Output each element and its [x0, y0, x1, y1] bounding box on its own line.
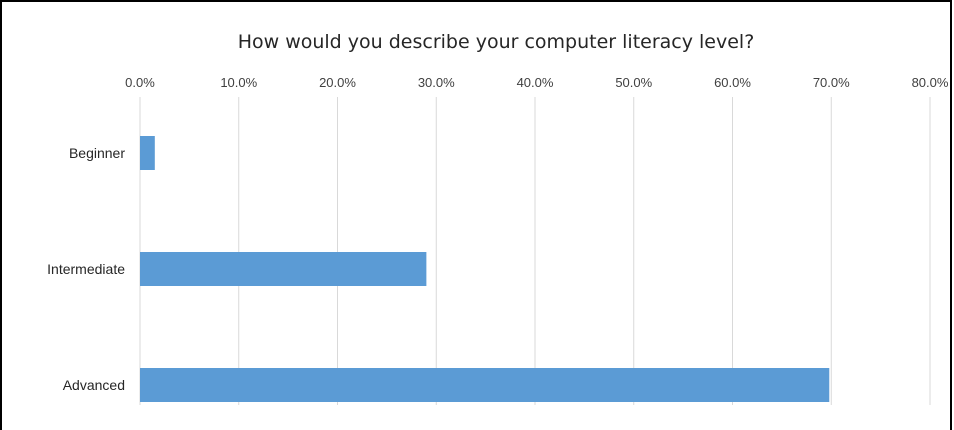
x-tick-label: 40.0% — [517, 75, 554, 90]
category-label: Advanced — [63, 377, 125, 393]
category-label: Beginner — [69, 145, 125, 161]
category-label: Intermediate — [47, 261, 125, 277]
gridlines — [139, 97, 931, 405]
x-axis-tick-labels: 0.0% 10.0% 20.0% 30.0% 40.0% 50.0% 60.0% 70.0% 8… — [125, 75, 949, 90]
bar-beginner — [140, 136, 155, 170]
x-tick-label: 30.0% — [418, 75, 455, 90]
x-tick-label: 60.0% — [714, 75, 751, 90]
x-tick-label: 0.0% — [125, 75, 155, 90]
x-tick-label: 80.0% — [912, 75, 949, 90]
bar-chart: How would you describe your computer lit… — [47, 31, 949, 405]
bar-advanced — [140, 368, 830, 402]
category-labels: Beginner Intermediate Advanced — [47, 145, 125, 393]
bars — [140, 136, 830, 402]
x-tick-label: 70.0% — [813, 75, 850, 90]
x-tick-label: 20.0% — [319, 75, 356, 90]
chart-title: How would you describe your computer lit… — [238, 31, 755, 53]
x-tick-label: 10.0% — [220, 75, 257, 90]
bar-intermediate — [140, 252, 427, 286]
x-tick-label: 50.0% — [615, 75, 652, 90]
